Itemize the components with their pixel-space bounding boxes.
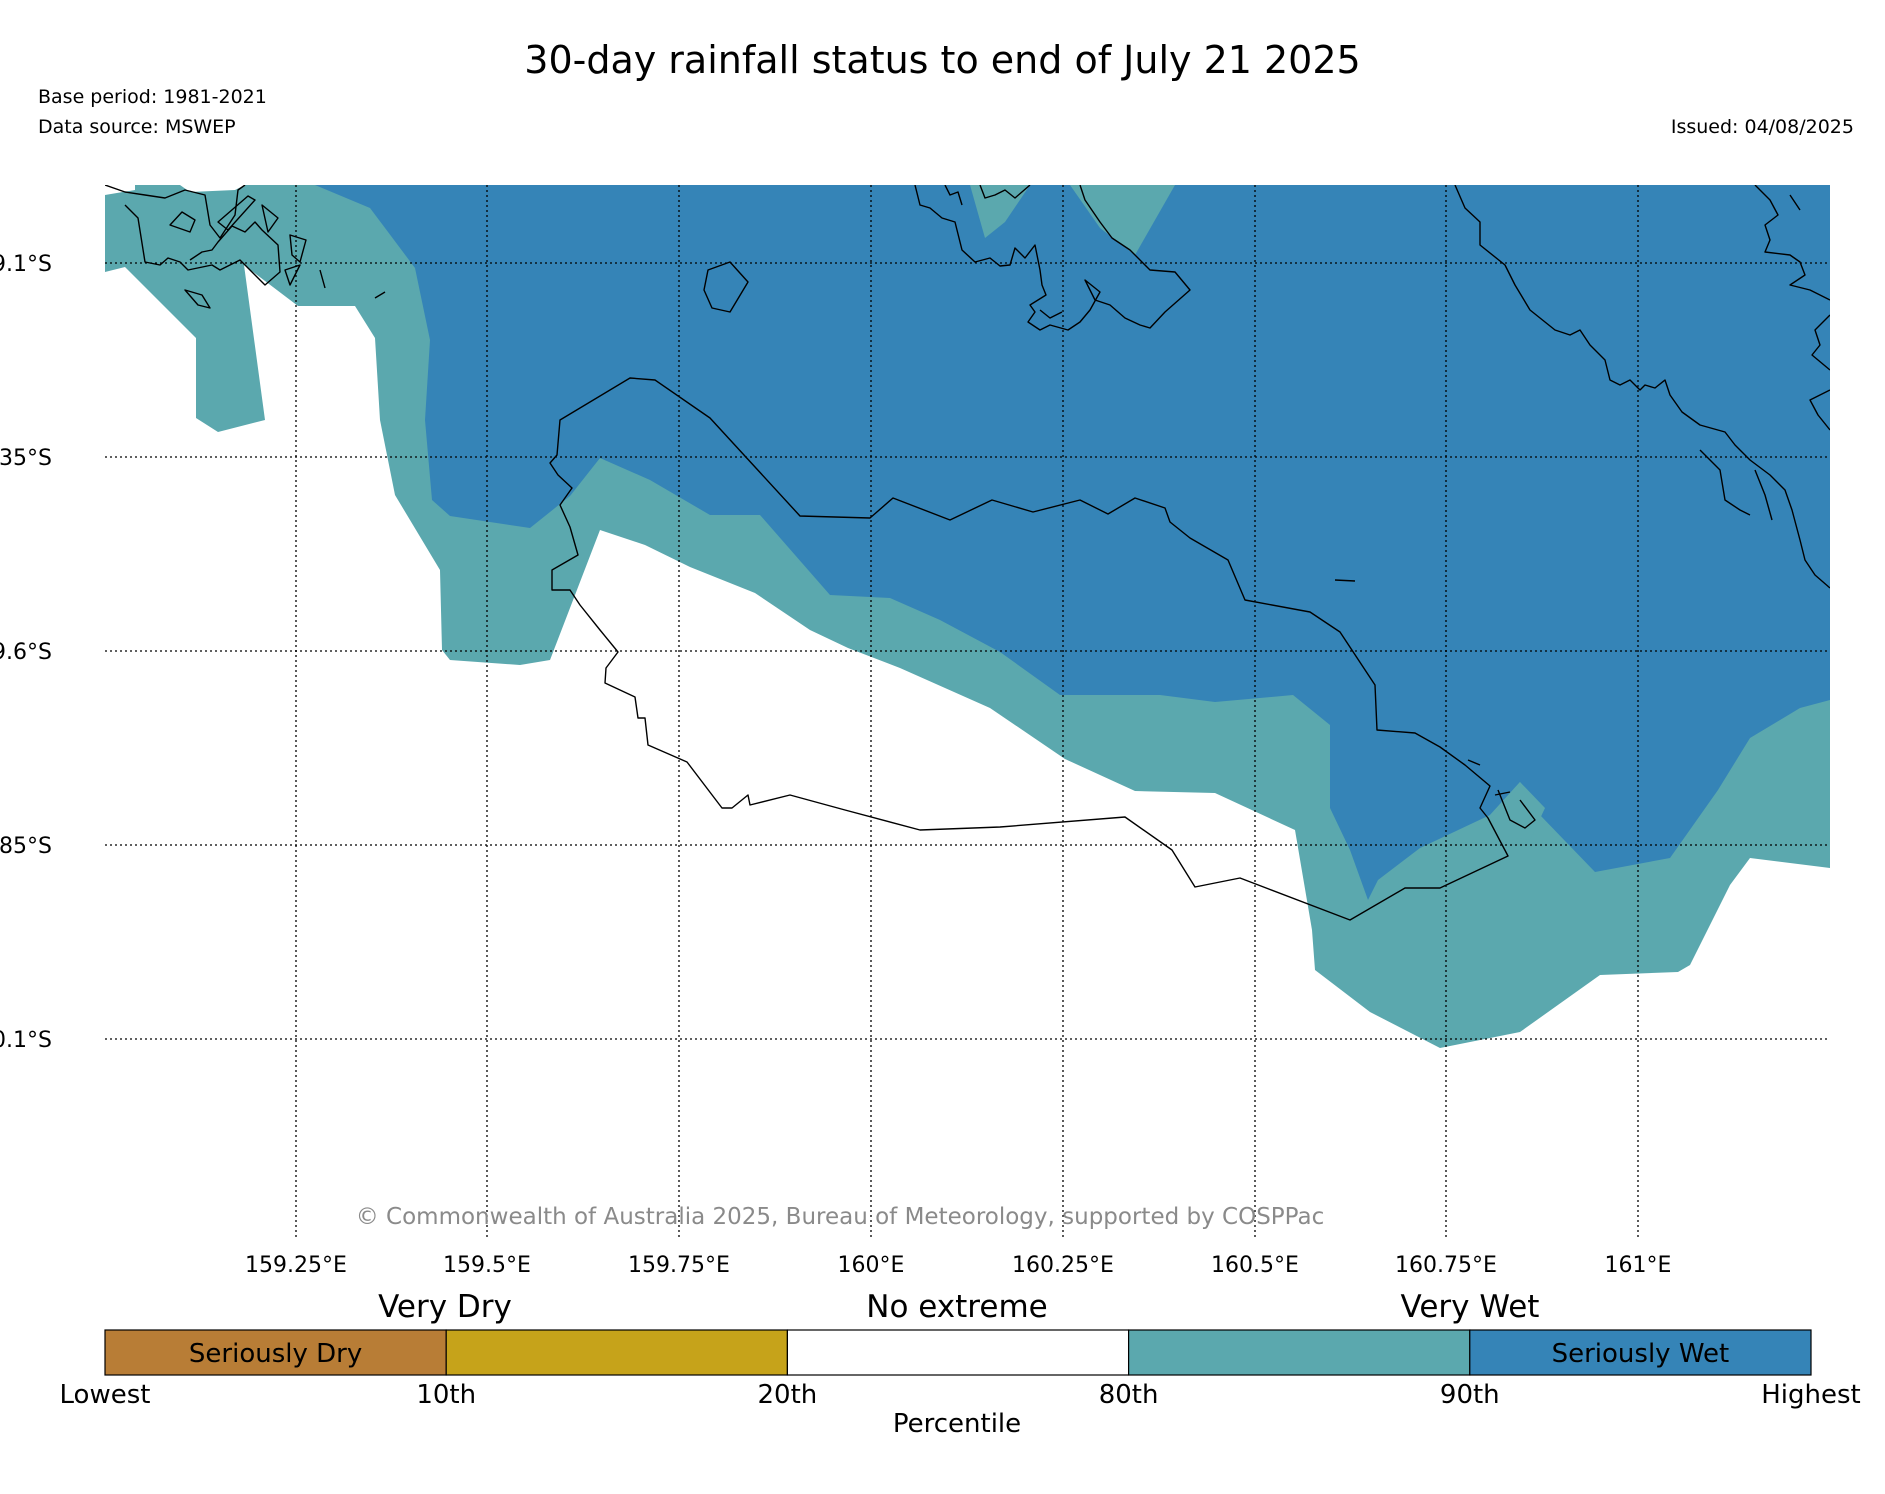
longitude-label: 160.25°E (1012, 1253, 1114, 1278)
map-title: 30-day rainfall status to end of July 21… (524, 38, 1361, 82)
longitude-label: 159.5°E (443, 1253, 531, 1278)
savo-island-coast (703, 261, 749, 313)
legend-percentile-label: 10th (416, 1380, 476, 1410)
legend: Very Dry No extreme Very Wet Seriously Dry… (60, 1289, 1861, 1439)
malaita-coast-east (1811, 314, 1830, 371)
longitude-label: 161°E (1605, 1253, 1672, 1278)
seriously-wet-region (135, 185, 1830, 900)
islet-coast (1334, 579, 1356, 582)
coastline (105, 185, 1830, 921)
islet-coast (374, 291, 386, 299)
longitude-label: 160.5°E (1211, 1253, 1299, 1278)
malaita-islet-coast (1699, 449, 1751, 516)
nggela-islet-coast (979, 185, 1031, 199)
legend-categories: Very Dry No extreme Very Wet (378, 1289, 1539, 1325)
legend-segment-label: Seriously Dry (189, 1339, 362, 1369)
legend-percentile-label: 90th (1440, 1380, 1500, 1410)
legend-colorbar: Seriously Dry Seriously Wet (104, 1329, 1812, 1376)
very-wet-patch-cape (1490, 782, 1545, 840)
legend-color-segment (1469, 1329, 1812, 1376)
latitude-label: 9.35°S (0, 446, 52, 471)
legend-percentile-label: Highest (1761, 1380, 1861, 1410)
malaita-coast-east (1809, 389, 1830, 431)
legend-percentile-labels: Lowest 10th 20th 80th 90th Highest (60, 1380, 1861, 1410)
islet-coast (1497, 789, 1536, 829)
legend-axis-title: Percentile (893, 1409, 1021, 1439)
islet-coast (261, 204, 279, 233)
islet-coast (217, 195, 256, 231)
longitude-label: 160.75°E (1395, 1253, 1497, 1278)
latitude-labels: 9.1°S 9.35°S 9.6°S 9.85°S 10.1°S (0, 252, 52, 1053)
latitude-label: 10.1°S (0, 1028, 52, 1053)
islet-coast (184, 289, 211, 309)
islet-coast (284, 264, 301, 286)
issued-date: Issued: 04/08/2025 (1670, 116, 1854, 138)
malaita-islet-coast (1754, 469, 1773, 521)
very-wet-patch-north (1070, 185, 1175, 255)
base-period-note: Base period: 1981-2021 (38, 86, 267, 108)
legend-color-segment (786, 1329, 1130, 1376)
islet-coast (1494, 791, 1511, 796)
legend-category-label: Very Dry (378, 1289, 512, 1325)
longitude-label: 160°E (838, 1253, 905, 1278)
nggela-islet-coast (1039, 309, 1063, 319)
islet-coast (289, 234, 307, 263)
no-extreme-patch-nw2 (180, 185, 245, 192)
malaita-islet-coast (1789, 194, 1801, 211)
copyright-notice: © Commonwealth of Australia 2025, Bureau… (356, 1204, 1325, 1230)
longitude-labels: 159.25°E 159.5°E 159.75°E 160°E 160.25°E 160.… (245, 1253, 1671, 1278)
longitude-label: 159.75°E (628, 1253, 730, 1278)
legend-percentile-label: 20th (758, 1380, 818, 1410)
map-plot-area (105, 185, 1830, 1048)
graticule (105, 185, 1830, 1240)
legend-category-label: No extreme (866, 1289, 1047, 1325)
legend-percentile-label: Lowest (60, 1380, 151, 1410)
malaita-coast-east (1754, 185, 1830, 301)
islet-coast (319, 269, 326, 289)
legend-color-segment (445, 1329, 789, 1376)
islet-coast (169, 211, 196, 233)
legend-color-segment (1127, 1329, 1471, 1376)
longitude-label: 159.25°E (245, 1253, 347, 1278)
legend-percentile-label: 80th (1099, 1380, 1159, 1410)
data-source-note: Data source: MSWEP (38, 116, 236, 138)
latitude-label: 9.85°S (0, 834, 52, 859)
latitude-label: 9.1°S (0, 252, 52, 277)
latitude-label: 9.6°S (0, 640, 52, 665)
nggela-islands-coast (914, 185, 1191, 331)
legend-segment-label: Seriously Wet (1552, 1339, 1730, 1369)
guadalcanal-coast (549, 377, 1509, 921)
islet-coast (1467, 759, 1481, 766)
malaita-coast (1454, 185, 1830, 589)
nggela-islet-coast (944, 185, 963, 206)
legend-category-label: Very Wet (1401, 1289, 1540, 1325)
florida-island-coast (124, 204, 281, 286)
